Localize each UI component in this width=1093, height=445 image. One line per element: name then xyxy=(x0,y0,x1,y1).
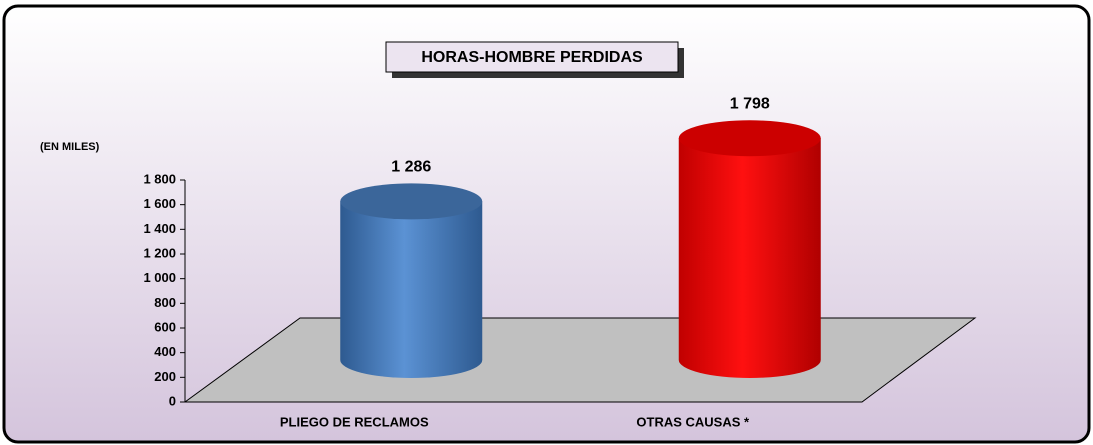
y-tick-label: 1 800 xyxy=(143,171,176,186)
bar xyxy=(340,201,483,378)
bar-top xyxy=(678,120,821,157)
y-tick-label: 400 xyxy=(154,344,176,359)
x-tick-label: PLIEGO DE RECLAMOS xyxy=(280,414,429,429)
y-tick-label: 1 600 xyxy=(143,196,176,211)
floor xyxy=(183,317,977,403)
y-axis-label: (EN MILES) xyxy=(40,141,100,153)
y-tick-label: 800 xyxy=(154,295,176,310)
y-tick-label: 600 xyxy=(154,319,176,334)
y-tick-label: 1 200 xyxy=(143,245,176,260)
y-tick-label: 0 xyxy=(169,393,176,408)
bar xyxy=(678,138,821,378)
y-tick-label: 1 000 xyxy=(143,270,176,285)
chart-title: HORAS-HOMBRE PERDIDAS xyxy=(421,49,643,66)
title-box xyxy=(385,41,679,73)
value-label: 1 798 xyxy=(730,95,770,112)
bar-top xyxy=(340,183,483,220)
y-tick-label: 200 xyxy=(154,369,176,384)
x-tick-label: OTRAS CAUSAS * xyxy=(636,414,750,429)
value-label: 1 286 xyxy=(391,159,431,176)
y-tick-label: 1 400 xyxy=(143,221,176,236)
